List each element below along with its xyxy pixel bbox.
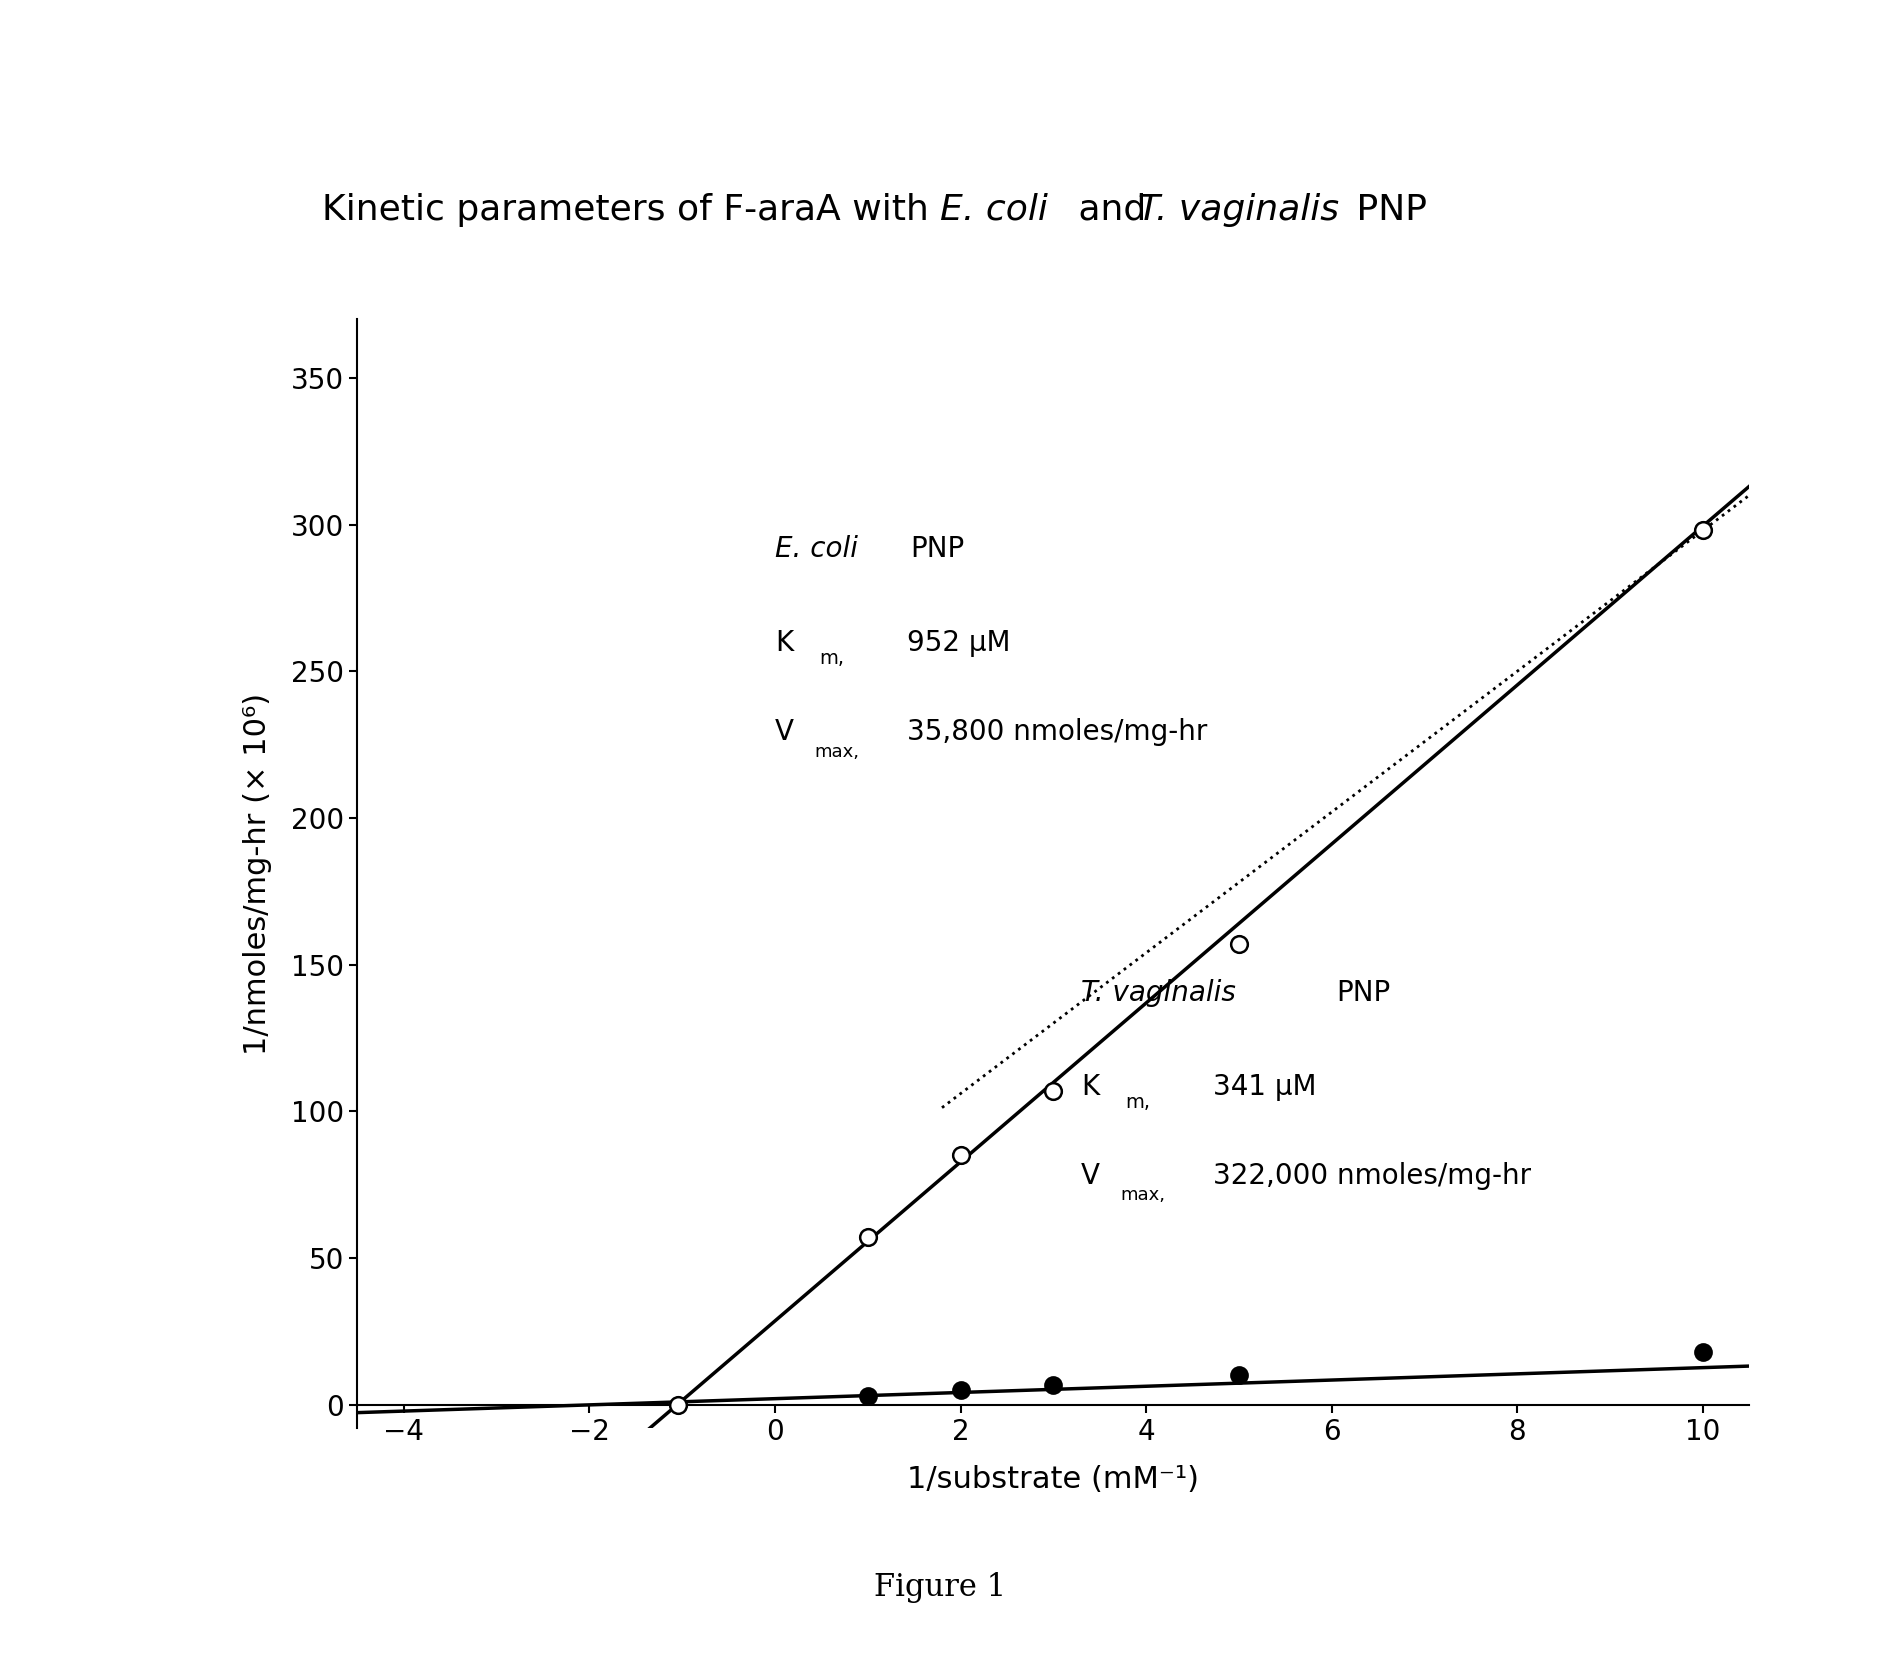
- Text: m,: m,: [1124, 1094, 1151, 1112]
- Text: PNP: PNP: [1344, 193, 1427, 227]
- Y-axis label: 1/nmoles/mg-hr (× 10⁶): 1/nmoles/mg-hr (× 10⁶): [243, 692, 271, 1055]
- Text: Kinetic parameters of F-araA with: Kinetic parameters of F-araA with: [321, 193, 940, 227]
- Text: E. coli: E. coli: [940, 193, 1047, 227]
- Text: m,: m,: [820, 650, 844, 669]
- Text: PNP: PNP: [910, 536, 964, 563]
- Text: 952 μM: 952 μM: [906, 630, 1010, 657]
- Text: 35,800 nmoles/mg-hr: 35,800 nmoles/mg-hr: [906, 717, 1207, 746]
- Text: E. coli: E. coli: [775, 536, 857, 563]
- Text: T. vaginalis: T. vaginalis: [1081, 979, 1235, 1006]
- Text: V: V: [775, 717, 793, 746]
- Text: V: V: [1081, 1161, 1100, 1189]
- Text: K: K: [1081, 1074, 1100, 1100]
- Text: T. vaginalis: T. vaginalis: [1137, 193, 1339, 227]
- Text: Figure 1: Figure 1: [874, 1572, 1006, 1603]
- X-axis label: 1/substrate (mM⁻¹): 1/substrate (mM⁻¹): [906, 1465, 1199, 1494]
- Text: max,: max,: [814, 743, 859, 761]
- Text: max,: max,: [1120, 1186, 1164, 1205]
- Text: PNP: PNP: [1335, 979, 1389, 1006]
- Text: 322,000 nmoles/mg-hr: 322,000 nmoles/mg-hr: [1213, 1161, 1530, 1189]
- Text: 341 μM: 341 μM: [1213, 1074, 1316, 1100]
- Text: and: and: [1066, 193, 1156, 227]
- Text: K: K: [775, 630, 793, 657]
